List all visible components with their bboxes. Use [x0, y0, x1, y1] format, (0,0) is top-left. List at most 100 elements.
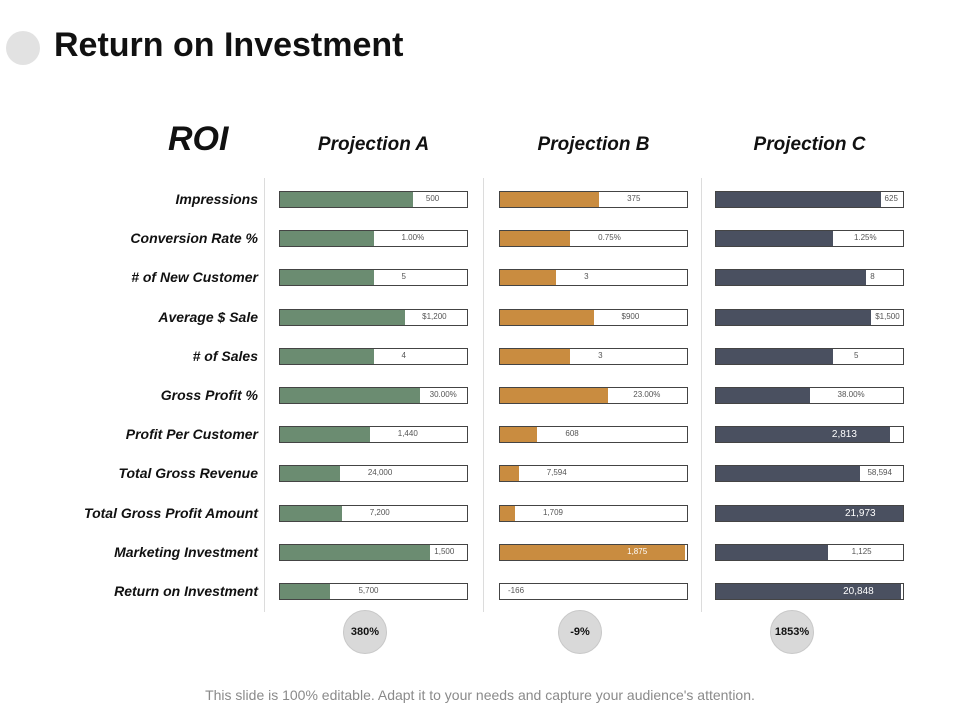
bar-value-label: 5 — [401, 272, 406, 282]
bar — [500, 466, 519, 482]
bar — [280, 584, 331, 599]
roi-result-badge-2: -9% — [558, 610, 602, 654]
metric-label-1: Impressions — [175, 191, 258, 207]
metric-label-7: Profit Per Customer — [125, 426, 258, 443]
metric-label-3: # of New Customer — [131, 269, 258, 286]
bar — [500, 309, 594, 325]
bar — [500, 192, 600, 207]
bar-frame: 7,200 — [279, 504, 468, 522]
bar-value-label: 608 — [565, 429, 579, 439]
bar-value-label: 1,500 — [434, 546, 455, 556]
bar — [280, 544, 430, 560]
bar-value-label: 3 — [598, 350, 603, 360]
bar — [716, 584, 902, 599]
footer-note: This slide is 100% editable. Adapt it to… — [205, 687, 755, 703]
metric-label-11: Return on Investment — [114, 583, 258, 599]
column-divider-1 — [264, 178, 265, 612]
bar-frame: 3 — [499, 347, 688, 365]
bar-frame: 500 — [279, 191, 468, 208]
column-divider-2 — [483, 178, 484, 612]
bar-frame: 21,973 — [715, 504, 904, 522]
bar-frame: 1.00% — [279, 230, 468, 248]
metric-label-9: Total Gross Profit Amount — [84, 504, 258, 521]
projection-header-1: Projection A — [317, 134, 430, 155]
bar-frame: 30.00% — [279, 387, 468, 404]
bar — [280, 348, 374, 364]
bar-value-label: 7,594 — [546, 468, 567, 478]
metric-label-2: Conversion Rate % — [130, 230, 258, 247]
bar-value-label: 1,125 — [851, 546, 872, 556]
bar-frame: 2,813 — [715, 426, 904, 444]
bar-frame: 1,709 — [499, 504, 688, 522]
bar — [280, 192, 413, 207]
bar — [716, 388, 810, 403]
bar-frame: $900 — [499, 308, 688, 326]
bar-frame: 375 — [499, 191, 688, 208]
bar-frame: 0.75% — [499, 230, 688, 248]
bar-frame: 24,000 — [279, 465, 468, 483]
bar-frame: 38.00% — [715, 387, 904, 404]
bar-frame: 1,440 — [279, 426, 468, 444]
page-title: Return on Investment — [54, 26, 404, 64]
bar-frame: $1,500 — [715, 308, 904, 326]
metric-label-5: # of Sales — [192, 347, 258, 364]
bar-frame: 5 — [279, 269, 468, 287]
bar-value-label: 20,848 — [843, 586, 874, 597]
bar-value-label: 38.00% — [837, 390, 865, 399]
bar — [716, 466, 860, 482]
bar-value-label: 375 — [627, 194, 641, 203]
projection-header-2: Projection B — [537, 134, 650, 155]
bar — [500, 270, 557, 286]
bar — [716, 270, 866, 286]
bar-frame: -166 — [499, 583, 688, 600]
metric-label-10: Marketing Investment — [114, 543, 258, 560]
bar — [500, 505, 515, 521]
bar-value-label: 1.00% — [401, 233, 425, 243]
title-bullet — [6, 31, 40, 65]
bar-value-label: -166 — [508, 586, 525, 595]
bar-frame: 608 — [499, 426, 688, 444]
roi-result-badge-3: 1853% — [770, 610, 814, 654]
bar-value-label: 625 — [884, 194, 898, 203]
bar — [500, 388, 608, 403]
bar-frame: 4 — [279, 347, 468, 365]
bar — [280, 388, 421, 403]
bar — [716, 309, 872, 325]
bar-value-label: 7,200 — [369, 507, 390, 517]
bar — [280, 231, 374, 247]
column-divider-3 — [701, 178, 702, 612]
bar-value-label: 30.00% — [429, 390, 457, 399]
bar-value-label: 21,973 — [845, 507, 876, 519]
bar-value-label: 58,594 — [867, 468, 892, 478]
metric-label-6: Gross Profit % — [160, 387, 258, 403]
bar — [280, 309, 406, 325]
bar-frame: 1,500 — [279, 543, 468, 561]
projection-header-3: Projection C — [753, 134, 866, 155]
metric-label-4: Average $ Sale — [158, 308, 258, 325]
bar — [716, 544, 829, 560]
bar-value-label: 24,000 — [367, 468, 393, 478]
bar-frame: 1,125 — [715, 543, 904, 561]
bar-value-label: 500 — [425, 194, 440, 203]
bar-value-label: 1,875 — [627, 546, 648, 556]
bar-value-label: 2,813 — [831, 429, 857, 441]
bar-frame: 3 — [499, 269, 688, 287]
bar — [716, 348, 833, 364]
bar-frame: 7,594 — [499, 465, 688, 483]
bar-frame: 58,594 — [715, 465, 904, 483]
bar — [280, 466, 340, 482]
bar-value-label: 4 — [401, 350, 406, 360]
bar-frame: 5,700 — [279, 583, 468, 600]
chart-title: ROI — [168, 120, 229, 158]
bar — [500, 427, 538, 443]
bar-frame: 8 — [715, 269, 904, 287]
bar-frame: $1,200 — [279, 308, 468, 326]
bar-value-label: $900 — [621, 311, 640, 321]
bar — [716, 427, 890, 443]
bar — [500, 231, 571, 247]
roi-result-badge-1: 380% — [343, 610, 387, 654]
bar-frame: 1.25% — [715, 230, 904, 248]
bar — [716, 231, 833, 247]
bar-value-label: $1,200 — [422, 311, 447, 321]
bar-frame: 1,875 — [499, 543, 688, 561]
